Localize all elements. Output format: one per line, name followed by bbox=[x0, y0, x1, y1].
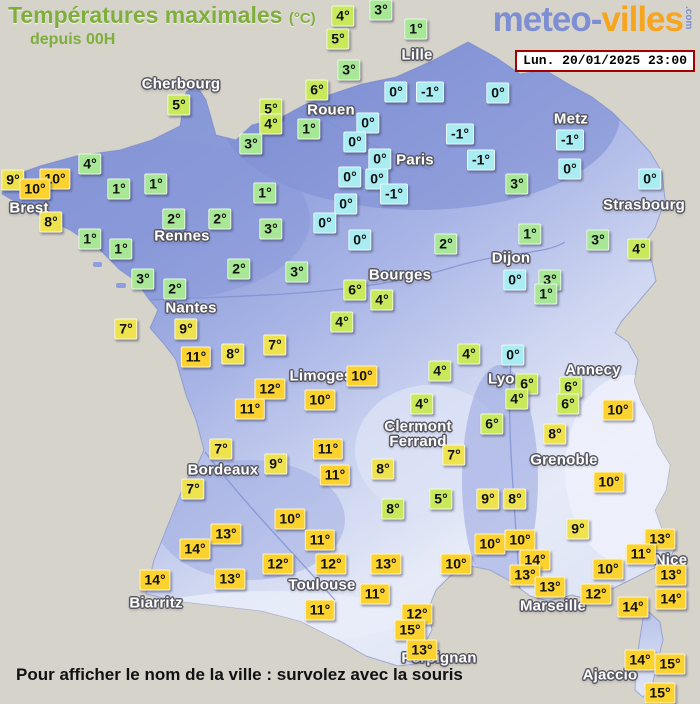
page-subtitle: depuis 00H bbox=[30, 31, 116, 48]
title-unit: (°C) bbox=[288, 10, 316, 27]
header: Températures maximales (°C) depuis 00H bbox=[8, 2, 316, 49]
logo-part-blue: meteo- bbox=[492, 0, 603, 39]
logo-part-orange: villes bbox=[601, 0, 684, 39]
page-title: Températures maximales (°C) bbox=[8, 2, 316, 29]
datetime-badge: Lun. 20/01/2025 23:00 bbox=[515, 50, 695, 72]
title-text: Températures maximales bbox=[8, 2, 283, 28]
meteo-villes-logo[interactable]: meteo- villes .com bbox=[493, 0, 694, 40]
footer-hint: Pour afficher le nom de la ville : survo… bbox=[16, 665, 463, 684]
logo-suffix: .com bbox=[683, 6, 694, 30]
corsica-shape bbox=[634, 611, 664, 698]
